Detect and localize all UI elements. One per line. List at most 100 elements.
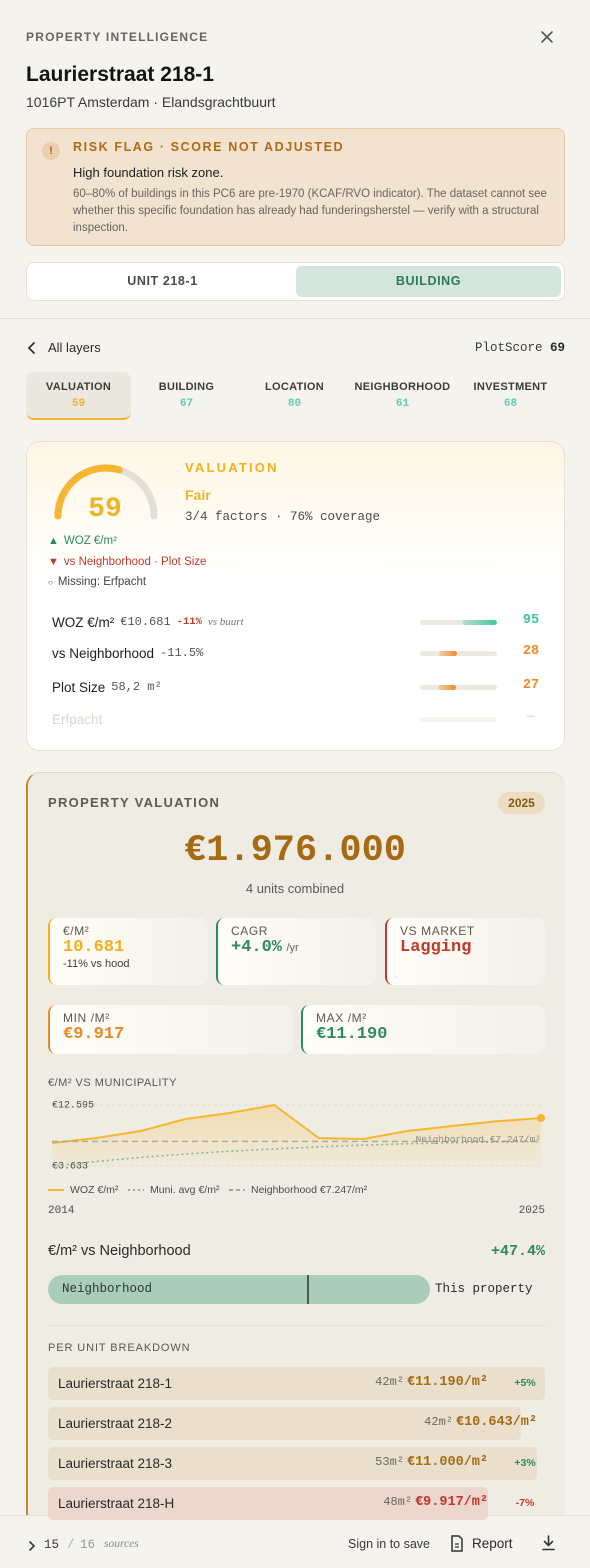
unit-row[interactable]: Laurierstraat 218-H 48m² €9.917/m² -7% [48,1487,545,1520]
factor-value: €10.681 [120,615,171,629]
legend-label: Muni. avg €/m² [150,1184,220,1196]
scope-tab[interactable]: BUILDING [296,266,561,297]
factor-name: Plot Size [52,679,106,695]
close-button[interactable] [540,30,554,44]
stat-value: Lagging [400,938,472,957]
unit-values: 42m² €11.190/m² [375,1375,488,1390]
factor-note: vs buurt [207,616,244,628]
plotscore-value: 69 [549,341,565,355]
back-link[interactable]: All layers [48,340,101,355]
factor-value: -11.5% [160,646,204,660]
total-value: €1.976.000 [183,830,407,872]
download-icon[interactable] [541,1535,556,1551]
signal-text: Missing: Erfpacht [57,576,147,588]
x-tick-label: 2014 [48,1205,75,1217]
unit-name: Laurierstraat 218-H [58,1496,175,1511]
score-track [420,717,497,722]
report-icon[interactable] [450,1535,464,1552]
stat-label: MIN /M² [63,1011,110,1025]
scope-tab[interactable]: UNIT 218-1 [127,274,198,288]
stat-box: MAX /M² €11.190 [301,1005,545,1054]
y-tick-label: €12.595 [52,1101,94,1112]
unit-values: 48m² €9.917/m² [383,1495,488,1510]
score-bar [461,620,497,625]
factor-row: Plot Size 58,2 m² [52,677,542,697]
stat-box: VS MARKET Lagging [385,918,545,985]
footer [0,1515,590,1568]
eyebrow: PROPERTY INTELLIGENCE [26,30,209,44]
factor-row: Erfpacht [52,709,542,729]
unit-name: Laurierstraat 218-3 [58,1456,173,1471]
comparison-base: Neighborhood [62,1282,153,1296]
layer-name: VALUATION [45,381,112,393]
unit-bar [48,1487,489,1520]
y-tick-label: €3.633 [52,1162,88,1173]
layer-tab[interactable]: NEIGHBORHOOD 61 [350,372,455,420]
gauge-score: 59 [88,494,122,525]
total-note: 4 units combined [245,881,345,896]
legend-label: WOZ €/m² [70,1184,119,1196]
unit-bar [48,1367,545,1400]
line-chart: €3.633 €12.595 Neighborhood €7.247/m² [51,1101,545,1173]
expand-icon[interactable] [27,1540,37,1552]
unit-values: 53m² €11.000/m² [375,1455,488,1470]
source-separator: / [67,1538,75,1552]
unit-delta: +3% [514,1457,536,1469]
valuation-coverage: 3/4 factors · 76% coverage [185,510,381,524]
legend-item: Muni. avg €/m² [128,1184,219,1196]
valuation-rating: Fair [185,487,211,503]
signal-icon: ▼ [48,555,59,568]
factor-row: WOZ €/m² €10.681 -11% vs buurt [52,612,542,632]
unit-price: €11.000/m² [406,1455,488,1470]
unit-row[interactable]: Laurierstraat 218-2 42m² €10.643/m² [48,1407,545,1440]
layer-tab[interactable]: BUILDING 67 [134,372,239,420]
layer-tab[interactable]: INVESTMENT 68 [458,372,563,420]
layer-tab[interactable]: LOCATION 80 [242,372,347,420]
year-badge: 2025 [498,792,545,814]
legend-swatch [229,1189,245,1191]
signal: ○ Missing: Erfpacht [48,576,146,588]
layer-name: LOCATION [264,381,325,393]
unit-name: Laurierstraat 218-2 [58,1416,173,1431]
unit-row[interactable]: Laurierstraat 218-3 53m² €11.000/m² +3% [48,1447,545,1480]
factor-delta: -11% [176,616,202,628]
signal-icon: ○ [48,578,53,587]
valuation-title: VALUATION [185,460,279,475]
signal-icon: ▲ [48,535,59,547]
unit-area: 53m² [375,1455,404,1469]
factor-name: WOZ €/m² [52,614,115,630]
gauge [54,464,158,520]
score-track [420,685,497,690]
comparison-bar [48,1275,430,1304]
sign-in[interactable]: Sign in to save [348,1537,430,1551]
unit-price: €10.643/m² [455,1415,537,1430]
risk-icon: ! [42,142,60,160]
legend-swatch [48,1189,64,1191]
comparison-label: €/m² vs Neighborhood [48,1243,191,1259]
source-total: 16 [80,1538,96,1552]
signal-text: WOZ €/m² [63,535,117,547]
unit-delta: -7% [515,1497,535,1509]
unit-row[interactable]: Laurierstraat 218-1 42m² €11.190/m² +5% [48,1367,545,1400]
layer-tab[interactable]: VALUATION 59 [26,372,131,420]
units-title: PER UNIT BREAKDOWN [48,1342,191,1354]
factor-score: 27 [522,678,540,693]
factor-value: 58,2 m² [111,680,162,694]
layer-name: NEIGHBORHOOD [354,381,451,393]
risk-title: RISK FLAG · SCORE NOT ADJUSTED [73,140,345,154]
score-bar [438,651,457,656]
signal: ▼ vs Neighborhood · Plot Size [48,556,206,568]
score-track [420,651,497,656]
unit-area: 42m² [424,1415,453,1429]
layer-score: 67 [179,398,194,410]
unit-values: 42m² €10.643/m² [424,1415,537,1430]
stat-value: €9.917 [63,1025,125,1044]
legend-item: Neighborhood €7.247/m² [229,1184,367,1196]
report-button[interactable]: Report [472,1536,513,1551]
back-icon[interactable] [26,341,38,355]
risk-box [26,128,565,246]
unit-delta: +5% [514,1377,536,1389]
